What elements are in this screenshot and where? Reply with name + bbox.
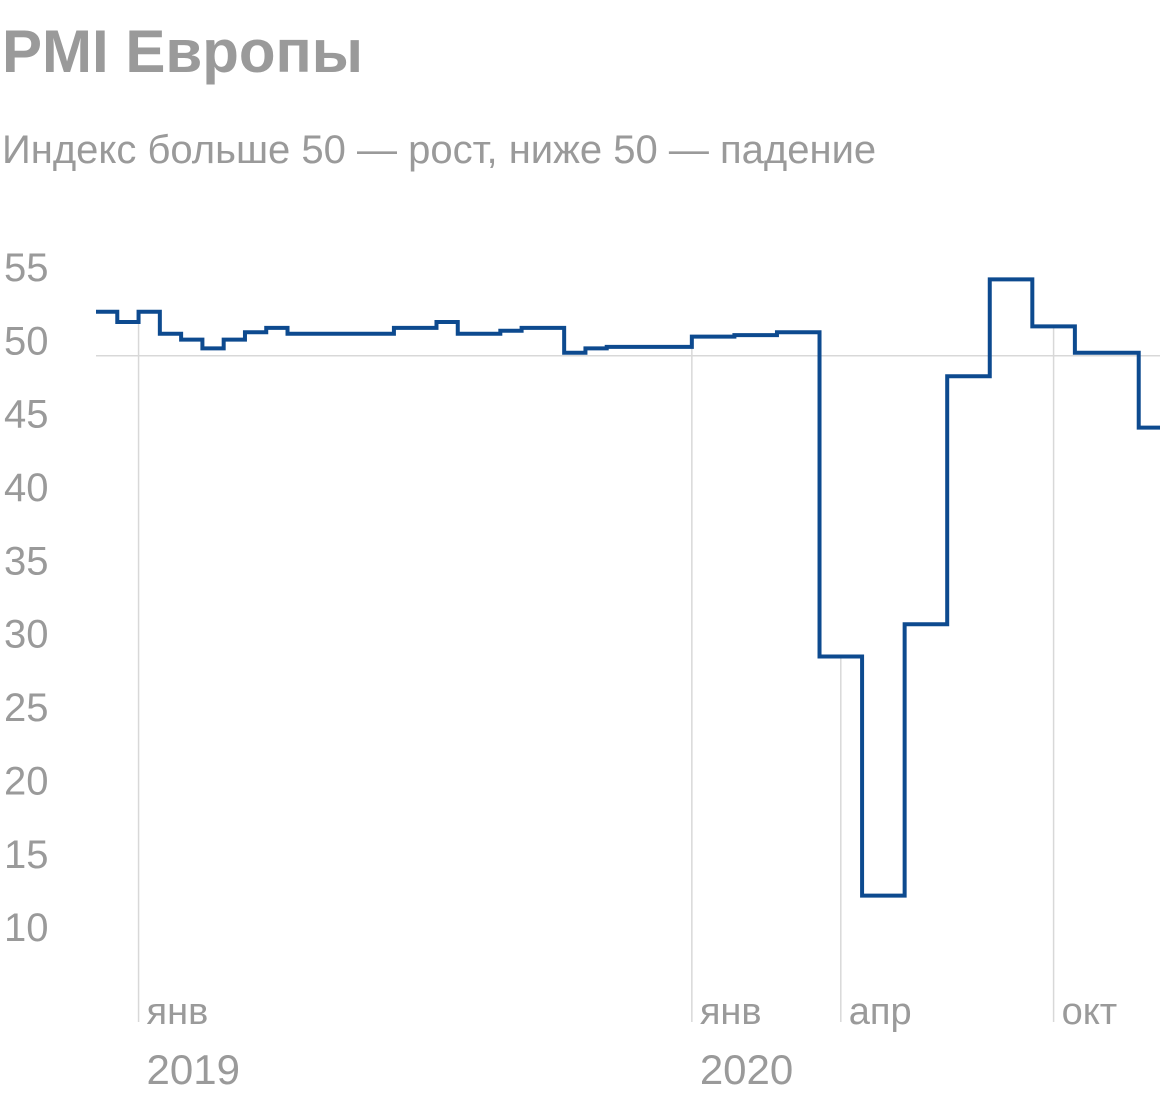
y-tick-label: 15 [4,833,49,877]
x-year-label: 2019 [147,1046,240,1093]
y-tick-label: 40 [4,466,49,510]
x-tick-label: окт [1062,991,1118,1033]
x-tick-label: апр [849,991,912,1033]
y-tick-label: 20 [4,759,49,803]
x-tick-label: янв [147,991,209,1033]
chart-subtitle: Индекс больше 50 — рост, ниже 50 — паден… [2,128,876,172]
x-year-label: 2020 [700,1046,793,1093]
y-tick-label: 50 [4,319,49,363]
chart-title: PMI Европы [2,18,363,85]
y-tick-label: 10 [4,906,49,950]
y-tick-label: 35 [4,539,49,583]
x-tick-label: янв [700,991,762,1033]
y-tick-label: 45 [4,393,49,437]
y-tick-label: 30 [4,613,49,657]
y-tick-label: 25 [4,686,49,730]
y-tick-label: 55 [4,246,49,290]
step-line [96,277,1160,898]
